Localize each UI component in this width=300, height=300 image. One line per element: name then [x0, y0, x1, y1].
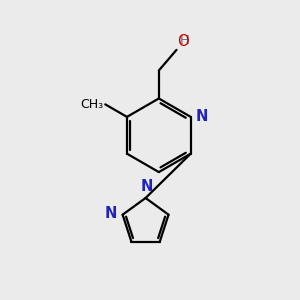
Text: CH₃: CH₃ — [80, 98, 103, 111]
Text: N: N — [196, 110, 208, 124]
Text: N: N — [141, 179, 153, 194]
Text: N: N — [105, 206, 117, 221]
Text: H: H — [180, 34, 190, 47]
Text: O: O — [177, 34, 189, 49]
